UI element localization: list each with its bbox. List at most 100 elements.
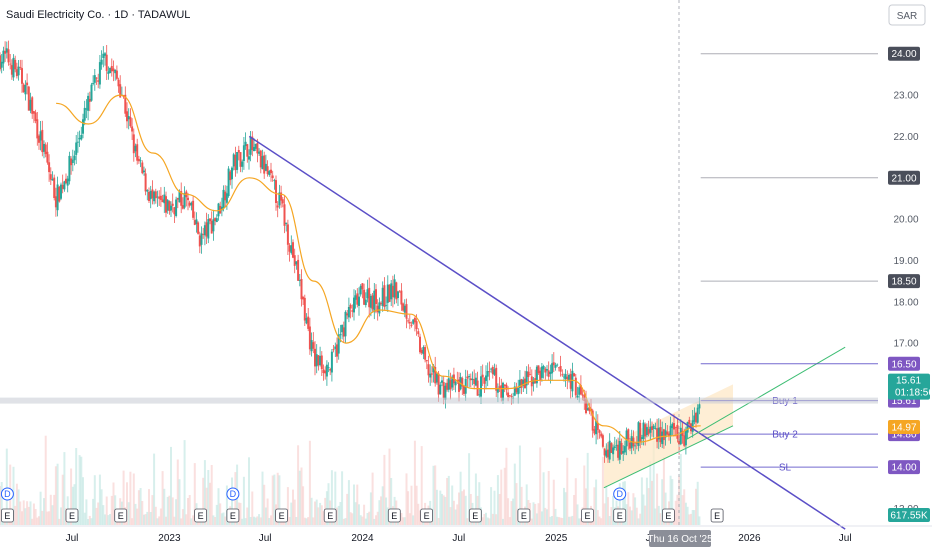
candle-body: [393, 279, 396, 298]
drawing-lines[interactable]: [248, 135, 846, 530]
volume-bar: [273, 474, 276, 525]
volume-bar: [21, 511, 23, 525]
candle-body: [410, 324, 413, 326]
earnings-marker[interactable]: [662, 508, 675, 523]
candle-body: [148, 192, 150, 201]
volume-bar: [17, 489, 20, 525]
candle-body: [212, 219, 215, 232]
earnings-marker[interactable]: [613, 508, 627, 523]
volume-bar: [437, 518, 440, 525]
volume-bar: [408, 513, 411, 525]
volume-bar: [288, 517, 291, 525]
candle-body: [612, 447, 615, 455]
volume-bar: [686, 506, 689, 525]
candle-body: [408, 322, 411, 324]
volume-bar: [146, 511, 149, 525]
candle-body: [65, 178, 67, 183]
earnings-marker[interactable]: [0, 508, 14, 523]
candle-body: [588, 407, 591, 412]
candle-body: [48, 162, 51, 173]
earnings-marker[interactable]: [420, 508, 434, 523]
earnings-marker[interactable]: [194, 508, 208, 523]
volume-bar: [302, 486, 305, 525]
volume-bar: [525, 484, 528, 525]
level-price-tag: 24.00: [891, 49, 916, 60]
earnings-marker[interactable]: [65, 508, 79, 523]
earnings-marker[interactable]: [517, 508, 531, 523]
candle-body: [175, 199, 178, 216]
earnings-marker[interactable]: [114, 508, 128, 523]
volume-bar: [53, 494, 56, 525]
candle-body: [503, 384, 506, 386]
volume-bar: [579, 518, 582, 525]
volume-bar: [532, 502, 535, 525]
candle-body: [183, 192, 186, 208]
volume-bar: [136, 508, 139, 525]
earnings-marker[interactable]: [387, 508, 401, 523]
event-markers[interactable]: E E E E E E E E E E E E E E E D D D: [0, 487, 724, 523]
dividend-marker[interactable]: [0, 487, 14, 501]
earnings-marker[interactable]: [275, 508, 289, 523]
volume-bar: [544, 507, 547, 525]
level-label[interactable]: SL: [779, 463, 792, 474]
currency-button[interactable]: SAR: [888, 4, 926, 26]
volume-bar: [308, 440, 311, 525]
candle-body: [613, 446, 616, 448]
candle-body: [402, 303, 405, 311]
candle-body: [165, 196, 167, 213]
volume-bar: [386, 507, 389, 525]
candle-body: [381, 287, 384, 306]
volume-bar: [212, 515, 215, 525]
candle-body: [105, 54, 108, 71]
volume-bar: [122, 470, 125, 525]
candle-body: [634, 445, 637, 447]
candle-body: [373, 290, 376, 313]
candle-body: [159, 195, 162, 200]
earnings-marker[interactable]: [710, 508, 724, 523]
candle-body: [51, 179, 54, 181]
volume-bar: [132, 473, 135, 525]
candle-body: [647, 429, 650, 435]
volume-bar: [439, 490, 442, 525]
earnings-marker[interactable]: [581, 508, 594, 523]
volume-bar: [468, 453, 471, 525]
candle-body: [669, 425, 672, 437]
volume-bar: [349, 512, 352, 525]
candle-body: [671, 423, 674, 429]
candle-body: [266, 166, 269, 175]
candle-body: [681, 430, 684, 436]
horizontal-levels[interactable]: Buy 1Buy 2SL: [0, 53, 878, 474]
candle-body: [264, 163, 267, 171]
candle-body: [547, 370, 550, 377]
dividend-marker[interactable]: [226, 487, 240, 501]
volume-bar: [444, 496, 447, 525]
candle-body: [693, 415, 696, 422]
volume-bar: [593, 487, 596, 525]
volume-bar: [566, 457, 569, 525]
candle-body: [395, 282, 398, 300]
candle-body: [276, 205, 279, 208]
candle-body: [60, 184, 62, 199]
volume-bar: [248, 457, 250, 525]
candle-body: [285, 222, 288, 224]
earnings-marker[interactable]: [226, 508, 240, 523]
candle-body: [58, 186, 61, 202]
volume-bar: [242, 476, 245, 525]
candle-body: [688, 419, 691, 425]
earnings-marker[interactable]: [468, 508, 482, 523]
dividend-marker[interactable]: [613, 487, 627, 501]
volume-bar: [556, 516, 559, 525]
volume-bar: [557, 517, 560, 525]
countdown-value: 01:18:56: [895, 388, 932, 399]
volume-bar: [307, 517, 310, 525]
earnings-marker[interactable]: [323, 508, 337, 523]
candle-body: [430, 373, 433, 375]
candle-body: [198, 235, 201, 247]
candle-body: [27, 86, 30, 111]
volume-bar: [256, 516, 259, 525]
alt-price-tag: 14.97: [891, 423, 916, 434]
candle-body: [251, 136, 254, 151]
level-label[interactable]: Buy 2: [772, 430, 798, 441]
candle-body: [146, 190, 149, 192]
